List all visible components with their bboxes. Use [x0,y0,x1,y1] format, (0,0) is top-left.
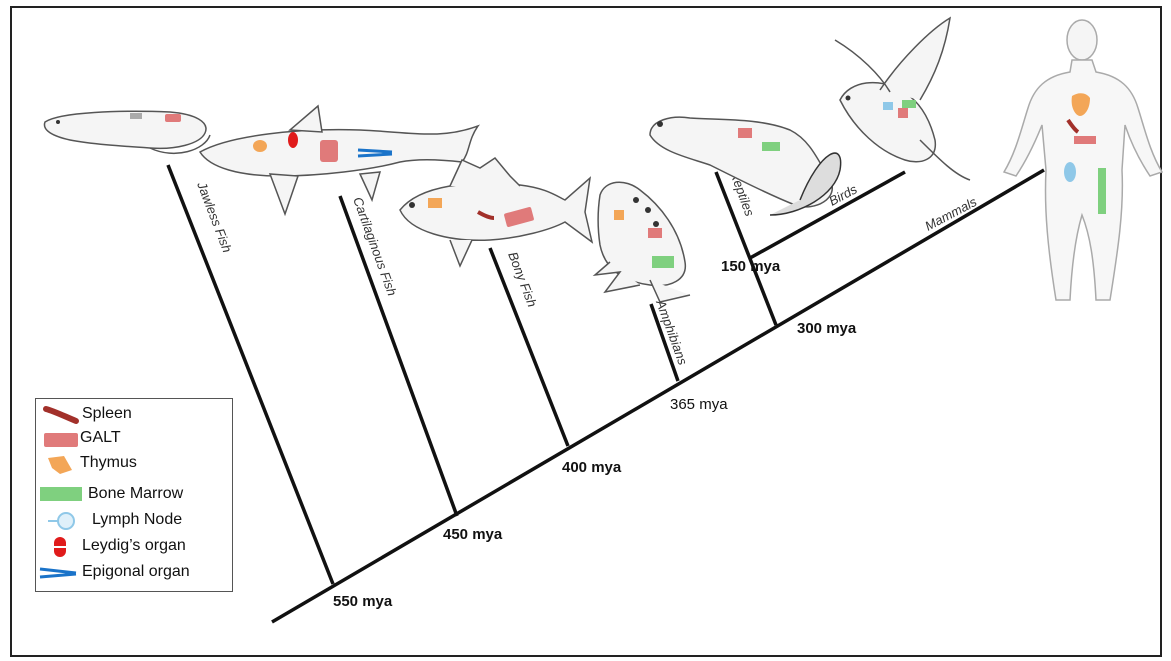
bird-illustration [834,16,971,181]
legend-item-spleen: Spleen [36,403,232,427]
legend-item-leydig-organ: Leydig’s organ [36,535,232,559]
shark-illustration [198,104,481,217]
branch-jawless-fish [166,164,335,585]
lymph-node-icon [48,512,75,530]
legend-label-bone-marrow: Bone Marrow [88,485,184,502]
spleen-icon [43,406,79,424]
legend-item-epigonal-organ: Epigonal organ [36,561,232,585]
bony-fish-illustration [399,157,594,268]
legend-item-galt: GALT [36,427,232,451]
divergence-365: 365 mya [670,396,728,413]
legend: Spleen GALT Thymus Bone Marrow Lymph Nod… [35,398,233,592]
leydig-organ-icon [54,537,66,557]
divergence-550: 550 mya [333,593,393,610]
thymus-icon [48,456,72,474]
branch-cartilaginous-fish [338,195,459,517]
galt-icon [44,433,78,447]
legend-item-bone-marrow: Bone Marrow [36,483,232,507]
legend-item-thymus: Thymus [36,452,232,476]
legend-label-lymph-node: Lymph Node [92,511,183,528]
branch-amphibians [649,303,680,382]
legend-label-galt: GALT [80,429,121,446]
branch-birds [749,170,906,260]
divergence-300: 300 mya [797,320,857,337]
legend-item-lymph-node: Lymph Node [36,509,232,533]
human-illustration [1002,19,1164,301]
clade-label-amphibians: Amphibians [653,297,691,367]
jawless-fish-illustration [43,110,211,155]
legend-label-leydig-organ: Leydig’s organ [82,537,186,554]
epigonal-organ-icon [39,567,77,579]
trunk-line [271,168,1045,624]
branch-reptiles [714,171,778,326]
branch-bony-fish [488,247,570,447]
reptile-illustration [649,116,842,216]
legend-label-epigonal-organ: Epigonal organ [82,563,190,580]
bone-marrow-icon [40,487,82,501]
divergence-450: 450 mya [443,526,503,543]
legend-label-thymus: Thymus [80,454,137,471]
divergence-150: 150 mya [721,258,781,275]
legend-label-spleen: Spleen [82,405,132,422]
divergence-400: 400 mya [562,459,622,476]
frog-illustration [592,181,691,303]
